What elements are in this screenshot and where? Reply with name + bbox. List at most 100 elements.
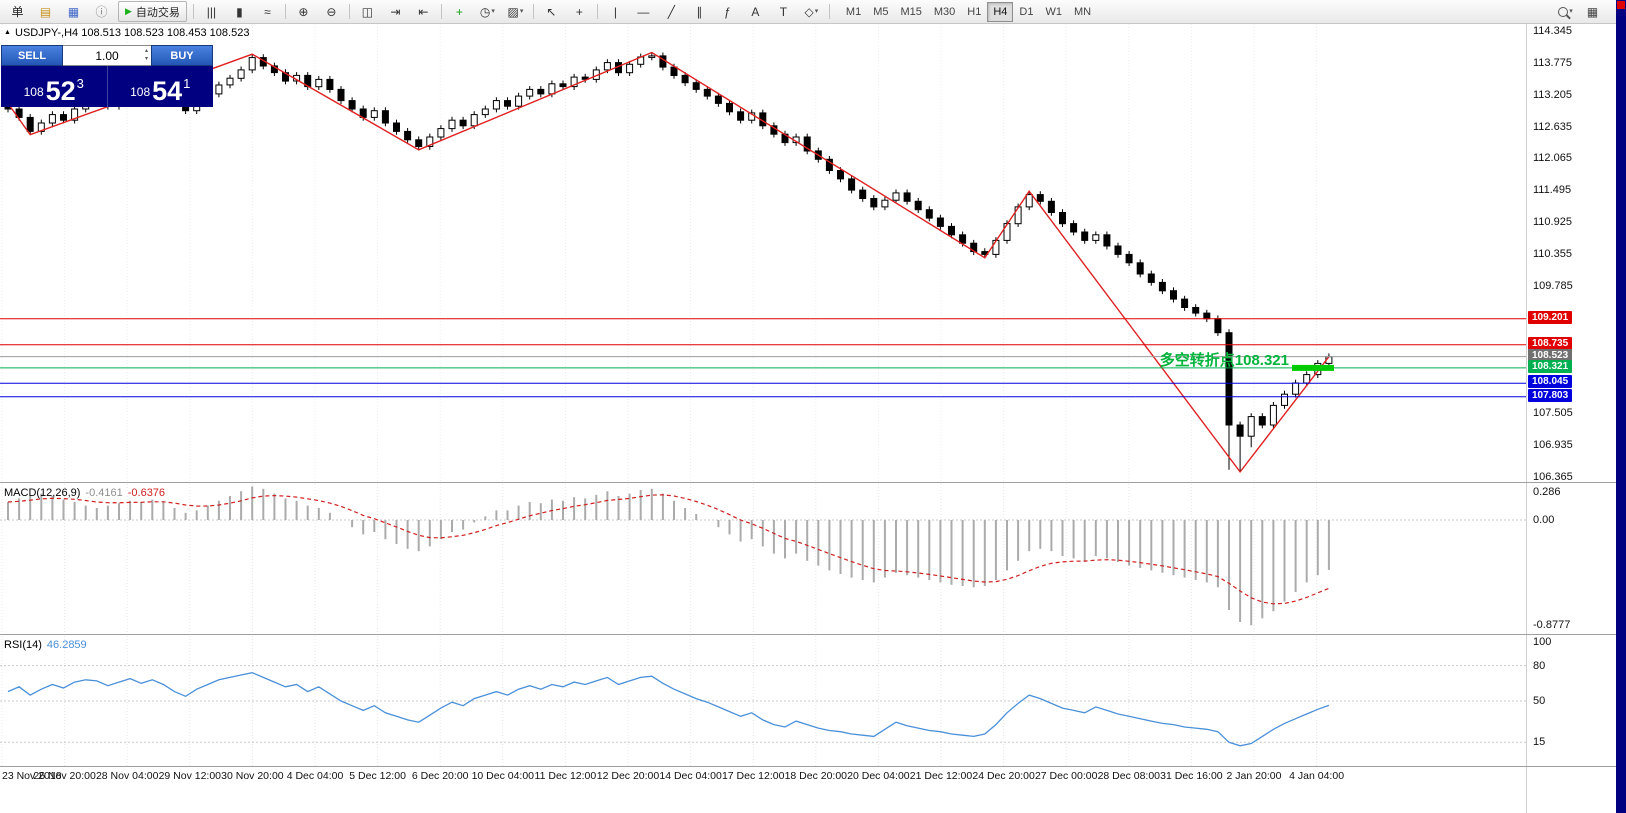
spinner-down-icon[interactable]: ▾ (144, 55, 148, 62)
timeframe-mn-button[interactable]: MN (1073, 5, 1092, 18)
price-axis[interactable]: 114.345 113.775 113.205 112.635 112.065 111.4… (1526, 0, 1617, 813)
chart-shift-button[interactable]: ⇤ (410, 1, 437, 22)
sell-price-figure: 108 (23, 85, 44, 99)
new-order-icon: ▤ (39, 4, 52, 19)
label-button[interactable]: T (770, 1, 797, 22)
zoom-in-button[interactable]: ⊕ (290, 1, 317, 22)
volume-input[interactable]: 1.00 ▴ ▾ (63, 45, 151, 66)
shapes-icon: ◇ (804, 4, 814, 19)
crosshair-icon: + (575, 4, 583, 19)
toolbar-separator (532, 4, 534, 19)
auto-scroll-button[interactable]: ⇥ (382, 1, 409, 22)
scroll-top-marker (1617, 1, 1625, 9)
auto-trading-button[interactable]: ▶ 自动交易 (118, 1, 187, 22)
time-axis-label: 27 Dec 00:00 (1034, 770, 1098, 782)
timeframe-m5-button[interactable]: M5 (873, 5, 889, 18)
macd-axis-label: 0.286 (1533, 486, 1561, 498)
price-axis-label: 107.505 (1533, 407, 1573, 419)
panel-divider (0, 766, 1626, 767)
time-axis-label: 6 Dec 20:00 (411, 770, 469, 782)
cursor-icon: ↖ (546, 4, 557, 19)
channel-button[interactable]: ∥ (686, 1, 713, 22)
new-order-button[interactable]: ▤ (32, 1, 59, 22)
rsi-title: RSI(14) (4, 639, 42, 651)
spinner-up-icon[interactable]: ▴ (144, 48, 148, 54)
templates-icon: ▨ (507, 4, 519, 19)
time-axis-label: 18 Dec 20:00 (784, 770, 848, 782)
buy-button[interactable]: BUY (151, 45, 213, 66)
profiles-button[interactable]: ▦ (60, 1, 87, 22)
label-icon: T (779, 4, 788, 19)
cursor-button[interactable]: ↖ (538, 1, 565, 22)
timeframe-h4-button[interactable]: H4 (987, 1, 1014, 22)
vertical-line-button[interactable]: | (602, 1, 629, 22)
trade-controls-row: SELL 1.00 ▴ ▾ BUY (1, 45, 213, 66)
ohlc-bars-icon: ||| (206, 4, 217, 19)
time-axis-label: 4 Dec 04:00 (286, 770, 344, 782)
shapes-button[interactable]: ◇ ▾ (798, 1, 825, 22)
price-level-tag: 109.201 (1528, 311, 1573, 324)
sell-price-pips: 52 (45, 76, 76, 107)
buy-price-button[interactable]: 108 54 1 (106, 66, 214, 107)
trendline-button[interactable]: ╱ (658, 1, 685, 22)
fibonacci-button[interactable]: ƒ (714, 1, 741, 22)
panel-divider[interactable] (0, 482, 1626, 483)
periods-icon: ◷ (479, 4, 491, 19)
time-axis[interactable]: 23 Nov 2018 26 Nov 20:00 28 Nov 04:00 29 No… (0, 768, 1526, 786)
timeframe-m1-button[interactable]: M1 (845, 5, 862, 18)
auto-scroll-icon: ⇥ (390, 4, 401, 19)
sell-button[interactable]: SELL (1, 45, 63, 66)
search-button[interactable]: ▾ (1552, 1, 1579, 22)
window-list-button[interactable]: ▦ (1579, 1, 1606, 22)
timeframe-h1-button[interactable]: H1 (967, 5, 982, 18)
trendline-icon: ╱ (667, 4, 676, 19)
time-axis-label: 4 Jan 04:00 (1289, 770, 1345, 782)
price-axis-label: 112.065 (1533, 152, 1572, 164)
macd-panel[interactable] (0, 484, 1526, 634)
time-axis-label: 29 Nov 12:00 (158, 770, 222, 782)
zoom-out-button[interactable]: ⊖ (318, 1, 345, 22)
periods-button[interactable]: ◷ ▾ (474, 1, 501, 22)
price-buttons-row: 108 52 3 108 54 1 (1, 66, 213, 107)
text-icon: A (751, 4, 760, 19)
sell-price-point: 3 (76, 76, 84, 91)
menu-label[interactable]: 单 (11, 4, 24, 19)
macd-axis-label: -0.8777 (1533, 619, 1571, 631)
volume-spinner[interactable]: ▴ ▾ (145, 48, 148, 64)
ohlc-bars-button[interactable]: ||| (198, 1, 225, 22)
time-axis-label: 20 Dec 04:00 (847, 770, 910, 782)
tile-windows-icon: ◫ (361, 4, 374, 19)
indicators-button[interactable]: + (446, 1, 473, 22)
play-icon: ▶ (125, 6, 132, 16)
line-chart-button[interactable]: ≈ (254, 1, 281, 22)
community-button[interactable]: ⓘ (88, 1, 115, 22)
timeframe-m30-button[interactable]: M30 (933, 5, 956, 18)
rsi-axis-label: 80 (1533, 660, 1546, 672)
timeframe-d1-button[interactable]: D1 (1019, 5, 1034, 18)
price-chart[interactable] (0, 24, 1526, 482)
price-level-tag: 108.523 (1528, 349, 1573, 362)
tile-windows-button[interactable]: ◫ (354, 1, 381, 22)
macd-title: MACD(12,26,9) (4, 487, 81, 499)
panel-divider[interactable] (0, 634, 1626, 635)
trend-annotation-text[interactable]: 多空转折点108.321 (1159, 352, 1289, 369)
time-axis-label: 31 Dec 16:00 (1160, 770, 1223, 782)
time-axis-label: 21 Dec 12:00 (909, 770, 973, 782)
macd-label: MACD(12,26,9) -0.4161 -0.6376 (4, 487, 165, 499)
window-marker-icon: ▲ (4, 29, 11, 36)
crosshair-button[interactable]: + (566, 1, 593, 22)
candlestick-button[interactable]: ▮ (226, 1, 253, 22)
price-axis-label: 110.925 (1533, 216, 1572, 228)
time-axis-label: 28 Dec 08:00 (1097, 770, 1161, 782)
timeframe-m15-button[interactable]: M15 (900, 5, 922, 18)
price-axis-label: 106.365 (1533, 471, 1573, 483)
horizontal-line-button[interactable]: — (630, 1, 657, 22)
timeframe-w1-button[interactable]: W1 (1045, 5, 1062, 18)
rsi-panel[interactable] (0, 636, 1526, 766)
sell-price-button[interactable]: 108 52 3 (1, 66, 107, 107)
price-axis-label: 110.355 (1533, 248, 1572, 260)
candlestick-icon: ▮ (236, 4, 243, 19)
text-button[interactable]: A (742, 1, 769, 22)
vertical-scrollbar[interactable] (1616, 0, 1626, 813)
templates-button[interactable]: ▨ ▾ (502, 1, 529, 22)
